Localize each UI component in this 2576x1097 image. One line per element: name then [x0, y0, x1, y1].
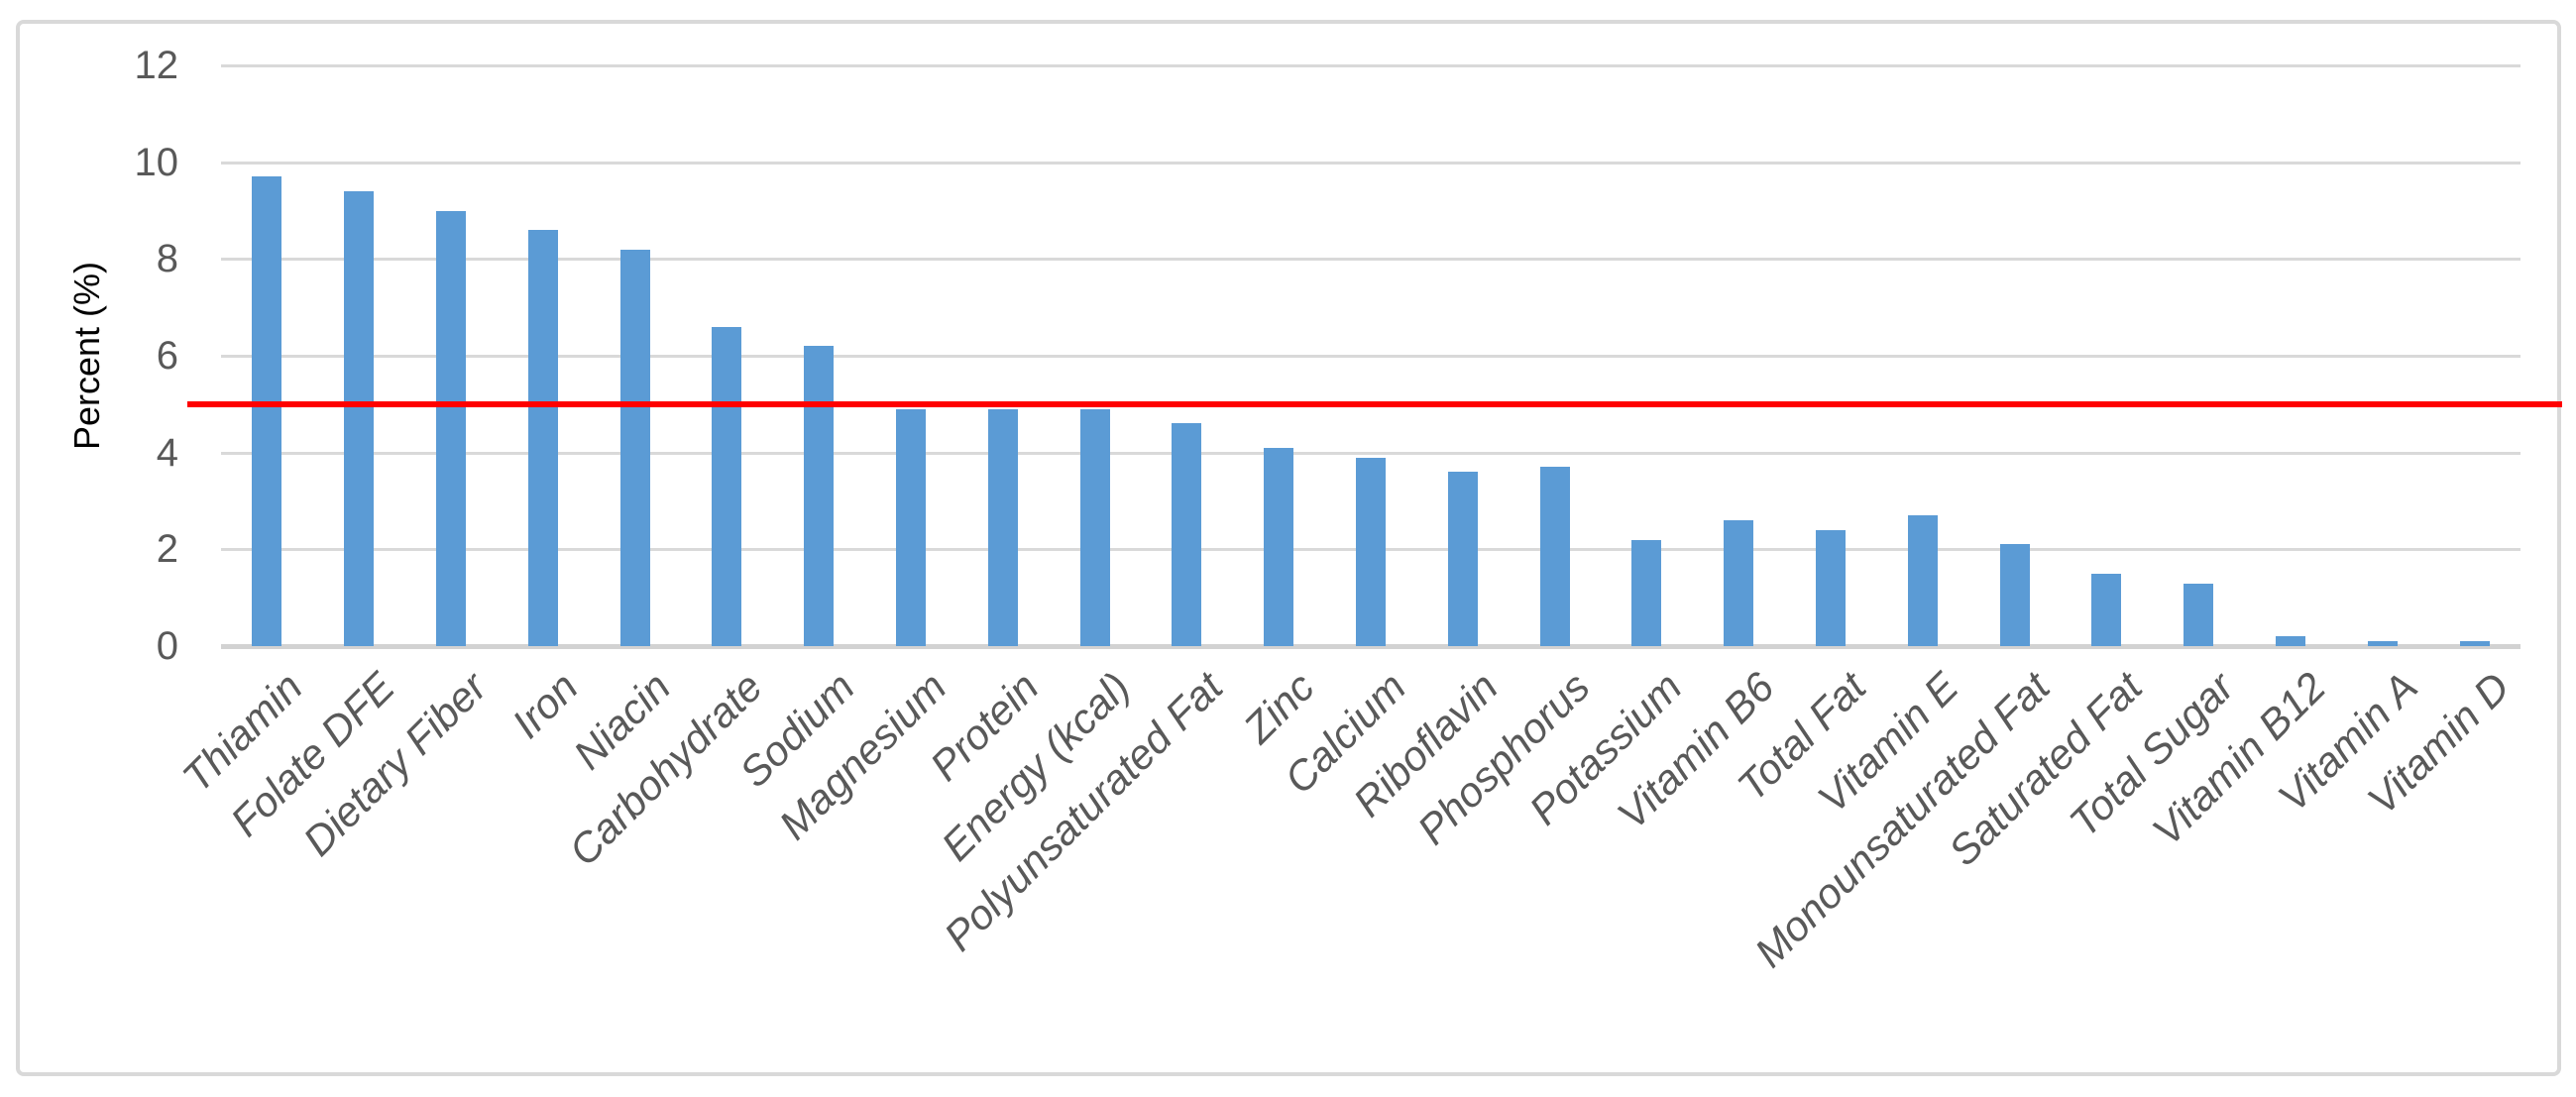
bar-iron [527, 230, 558, 646]
gridline-4 [221, 451, 2520, 455]
bar-riboflavin [1447, 472, 1478, 646]
bar-dietary-fiber [436, 210, 466, 646]
bar-energy-kcal [1079, 408, 1110, 646]
gridline-6 [221, 355, 2520, 358]
bar-niacin [619, 249, 650, 646]
y-tick-2: 2 [156, 527, 178, 572]
y-tick-12: 12 [134, 44, 179, 87]
bar-polyunsaturated-fat [1172, 423, 1202, 646]
y-tick-4: 4 [156, 430, 178, 475]
bar-total-fat [1816, 529, 1846, 646]
bar-sodium [804, 346, 835, 646]
bar-zinc [1264, 447, 1294, 646]
y-tick-0: 0 [156, 624, 178, 668]
bar-carbohydrate [712, 326, 742, 646]
bar-vitamin-d [2459, 641, 2490, 646]
y-tick-6: 6 [156, 334, 178, 378]
bar-saturated-fat [2091, 573, 2122, 646]
bar-total-sugar [2184, 583, 2214, 646]
threshold-line-5-percent [187, 400, 2562, 407]
bar-protein [987, 408, 1018, 646]
bar-vitamin-b6 [1724, 520, 1754, 646]
bar-vitamin-e [1907, 515, 1938, 646]
bar-monounsaturated-fat [1999, 544, 2030, 646]
gridline-10 [221, 161, 2520, 165]
bar-folate-dfe [344, 190, 375, 646]
gridline-12 [221, 64, 2520, 67]
x-axis-line [221, 644, 2520, 649]
bar-calcium [1356, 457, 1386, 646]
bar-magnesium [896, 408, 926, 646]
gridline-8 [221, 258, 2520, 262]
y-tick-8: 8 [156, 237, 178, 281]
bar-vitamin-a [2367, 641, 2398, 646]
bar-potassium [1631, 539, 1662, 646]
bar-vitamin-b12 [2276, 636, 2305, 646]
bar-phosphorus [1539, 467, 1570, 646]
y-tick-10: 10 [134, 140, 179, 184]
bar-thiamin [252, 176, 282, 646]
